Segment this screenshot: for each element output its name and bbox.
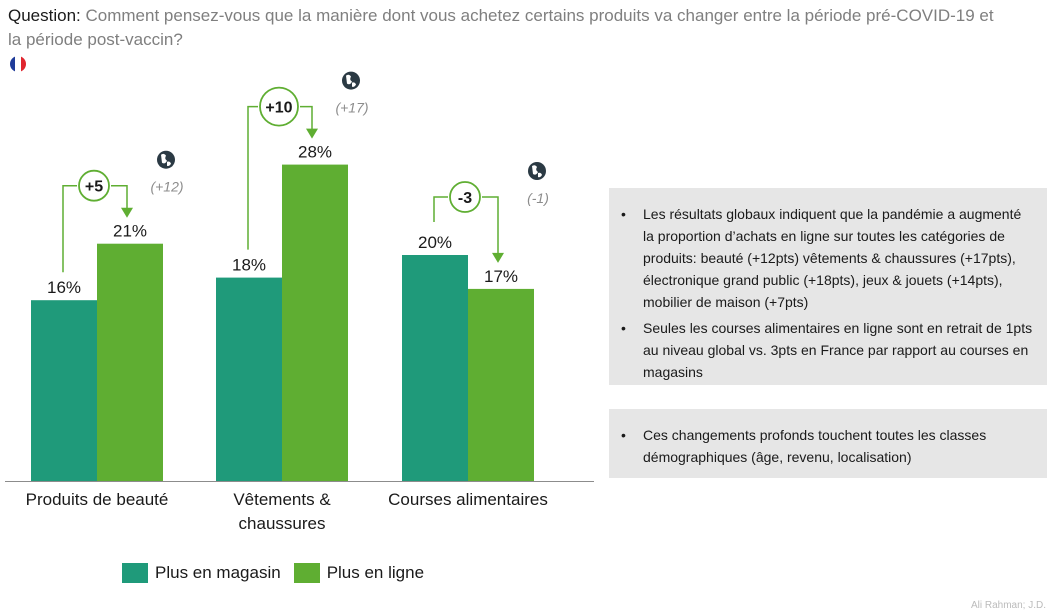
chart-legend: Plus en magasin Plus en ligne — [122, 563, 437, 583]
delta-badge-3 — [449, 181, 481, 213]
data-label-ligne-1: 21% — [113, 222, 147, 241]
legend-swatch-magasin — [122, 563, 148, 583]
question-text: Comment pensez-vous que la manière dont … — [8, 6, 994, 49]
bar-chart: 16% 21% Produits de beauté +5 (+12) 18% 28% Vêt… — [5, 71, 594, 533]
global-delta-3: (-1) — [527, 190, 549, 206]
globe-icon-land-1 — [161, 153, 171, 166]
data-label-ligne-2: 28% — [298, 143, 332, 162]
globe-icon-1 — [157, 150, 175, 169]
bar-magasin-1 — [31, 300, 97, 481]
category-label-2-line1: Vêtements & — [233, 490, 331, 509]
footer-credit: Ali Rahman; J.D. — [970, 600, 1046, 611]
legend-swatch-ligne — [293, 563, 320, 583]
delta-arrowhead-2 — [306, 128, 318, 139]
bar-magasin-3 — [402, 255, 468, 481]
globe-icon-land-3 — [532, 165, 542, 178]
question: Question: Comment pensez-vous que la man… — [8, 4, 1008, 52]
delta-arrowhead-3 — [492, 252, 504, 263]
delta-value-1: +5 — [85, 179, 103, 196]
globe-icon-2 — [342, 71, 360, 90]
bar-ligne-3 — [468, 288, 534, 481]
bar-ligne-2 — [282, 164, 348, 481]
question-label: Question: — [8, 6, 81, 25]
category-label-2-line2: chaussures — [239, 514, 326, 533]
delta-arrowhead-1 — [121, 207, 133, 218]
category-label-3: Courses alimentaires — [388, 490, 548, 509]
insight-panel-global: Les résultats globaux indiquent que la p… — [609, 188, 1047, 385]
delta-badge-1 — [78, 169, 110, 202]
legend-item-magasin: Plus en magasin — [122, 563, 281, 583]
insight-bullet-2: Seules les courses alimentaires en ligne… — [609, 317, 1033, 383]
legend-label-ligne: Plus en ligne — [326, 563, 425, 582]
insight-bullet-1: Les résultats globaux indiquent que la p… — [609, 203, 1033, 313]
data-label-ligne-3: 17% — [484, 267, 518, 286]
insight-panel-demographics: Ces changements profonds touchent toutes… — [609, 409, 1047, 478]
insight-bullet-3: Ces changements profonds touchent toutes… — [609, 424, 1033, 468]
data-label-magasin-2: 18% — [232, 256, 266, 275]
legend-item-ligne: Plus en ligne — [293, 563, 425, 583]
globe-icon-land-2 — [346, 74, 356, 87]
delta-connector-arrow-3 — [482, 196, 499, 261]
france-flag-icon — [10, 56, 26, 72]
delta-connector-arrow-1 — [111, 184, 128, 216]
delta-badge-2 — [259, 86, 299, 127]
legend-label-magasin: Plus en magasin — [155, 563, 281, 582]
bar-ligne-1 — [97, 243, 163, 481]
delta-connector-3 — [433, 196, 448, 222]
delta-value-3: -3 — [458, 190, 472, 207]
globe-icon-3 — [528, 162, 546, 180]
delta-connector-2 — [247, 105, 258, 250]
data-label-magasin-3: 20% — [418, 233, 452, 252]
global-delta-1: (+12) — [150, 179, 183, 195]
data-label-magasin-1: 16% — [47, 278, 81, 297]
delta-connector-arrow-2 — [300, 105, 313, 137]
delta-connector-1 — [62, 184, 77, 273]
category-label-1: Produits de beauté — [26, 490, 169, 509]
bar-magasin-2 — [216, 277, 282, 481]
global-delta-2: (+17) — [335, 100, 368, 116]
delta-value-2: +10 — [265, 100, 292, 117]
